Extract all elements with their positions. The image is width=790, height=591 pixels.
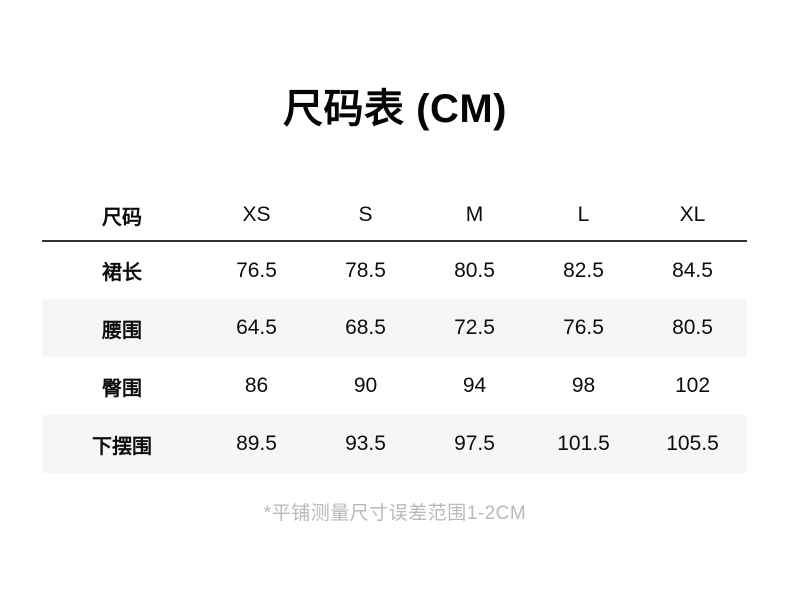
cell-value: 101.5 bbox=[557, 432, 610, 455]
table-row-hip: 臀围 86 90 94 98 102 bbox=[42, 357, 747, 415]
cell-value: 97.5 bbox=[454, 432, 495, 455]
measurement-tolerance-note: *平铺测量尺寸误差范围1-2CM bbox=[263, 503, 527, 524]
cell-value: 93.5 bbox=[345, 432, 386, 455]
cell-value: 68.5 bbox=[345, 316, 386, 339]
table-row-skirt-length: 裙长 76.5 78.5 80.5 82.5 84.5 bbox=[42, 241, 747, 299]
header-cell-s: S bbox=[311, 190, 420, 242]
row-label: 裙长 bbox=[102, 262, 142, 284]
header-row: 尺码 XS S M L XL bbox=[42, 190, 747, 242]
size-table: 尺码 XS S M L XL 裙长 76.5 78.5 80.5 82.5 84… bbox=[42, 190, 747, 473]
cell-value: 84.5 bbox=[672, 258, 713, 282]
header-cell-m: M bbox=[420, 190, 529, 242]
cell-value: 86 bbox=[244, 374, 269, 397]
cell-value: 76.5 bbox=[563, 316, 604, 339]
cell-value: 82.5 bbox=[563, 258, 604, 282]
size-table-body: 裙长 76.5 78.5 80.5 82.5 84.5 腰围 64.5 68.5… bbox=[42, 241, 747, 473]
cell-value: 72.5 bbox=[454, 316, 495, 339]
cell-value: 105.5 bbox=[666, 432, 719, 455]
row-label: 臀围 bbox=[102, 377, 142, 400]
cell-value: 89.5 bbox=[236, 432, 277, 455]
row-label: 下摆围 bbox=[92, 435, 152, 458]
header-cell-size: 尺码 bbox=[42, 190, 202, 242]
cell-value: 102 bbox=[674, 374, 711, 397]
cell-value: 64.5 bbox=[236, 316, 277, 339]
cell-value: 90 bbox=[353, 374, 378, 397]
header-cell-xs: XS bbox=[202, 190, 311, 242]
row-label: 腰围 bbox=[102, 319, 142, 342]
size-table-header: 尺码 XS S M L XL bbox=[42, 190, 747, 242]
table-row-waist: 腰围 64.5 68.5 72.5 76.5 80.5 bbox=[42, 299, 747, 357]
cell-value: 78.5 bbox=[345, 258, 386, 282]
cell-value: 94 bbox=[462, 374, 487, 397]
header-cell-l: L bbox=[529, 190, 638, 242]
cell-value: 98 bbox=[571, 374, 596, 397]
cell-value: 80.5 bbox=[672, 316, 713, 339]
cell-value: 76.5 bbox=[236, 258, 277, 282]
page-title: 尺码表 (CM) bbox=[283, 87, 507, 131]
table-row-hem: 下摆围 89.5 93.5 97.5 101.5 105.5 bbox=[42, 415, 747, 473]
header-cell-xl: XL bbox=[638, 190, 747, 242]
cell-value: 80.5 bbox=[454, 258, 495, 282]
